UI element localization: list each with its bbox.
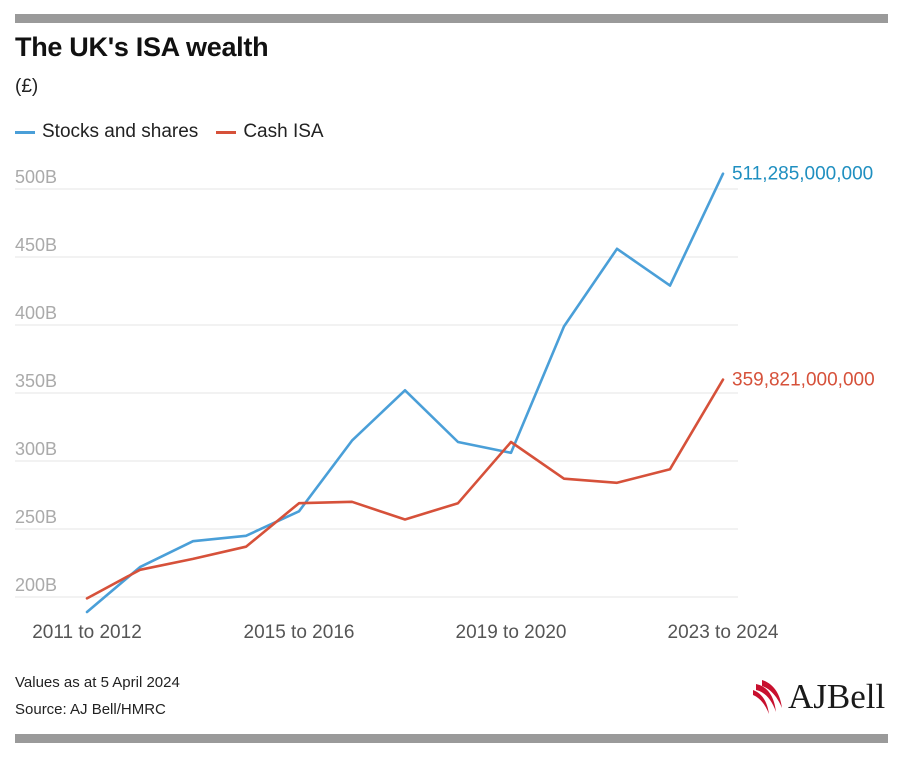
series-line-stocks bbox=[85, 172, 725, 614]
legend-label-stocks: Stocks and shares bbox=[42, 121, 199, 142]
aj-bell-logo: AJBell bbox=[752, 672, 892, 722]
y-tick-label: 200B bbox=[15, 575, 57, 595]
y-tick-label: 450B bbox=[15, 235, 57, 255]
aj-bell-swoosh-icon bbox=[753, 680, 782, 714]
legend-item-stocks: Stocks and shares bbox=[15, 121, 198, 143]
legend-swatch-cash bbox=[216, 130, 237, 134]
series-line-cash bbox=[85, 378, 725, 600]
x-tick-label: 2023 to 2024 bbox=[668, 622, 779, 643]
x-tick-label: 2015 to 2016 bbox=[244, 622, 355, 643]
logo-wordmark: AJBell bbox=[788, 677, 886, 716]
y-tick-label: 300B bbox=[15, 439, 57, 459]
legend-swatch-stocks bbox=[15, 130, 35, 134]
x-tick-label: 2011 to 2012 bbox=[32, 622, 142, 643]
legend-item-cash: Cash ISA bbox=[216, 121, 324, 143]
bottom-rule bbox=[15, 734, 888, 743]
y-tick-label: 350B bbox=[15, 371, 57, 391]
y-tick-label: 400B bbox=[15, 303, 57, 323]
top-rule bbox=[15, 14, 888, 23]
y-tick-label: 500B bbox=[15, 167, 57, 187]
source-note: Source: AJ Bell/HMRC bbox=[15, 701, 166, 718]
chart-title: The UK's ISA wealth bbox=[15, 32, 269, 62]
legend: Stocks and shares Cash ISA bbox=[15, 121, 342, 143]
end-label-stocks: 511,285,000,000 bbox=[732, 164, 873, 185]
x-tick-label: 2019 to 2020 bbox=[456, 622, 567, 643]
end-label-cash: 359,821,000,000 bbox=[732, 370, 875, 391]
legend-label-cash: Cash ISA bbox=[243, 121, 324, 142]
y-tick-label: 250B bbox=[15, 507, 57, 527]
values-note: Values as at 5 April 2024 bbox=[15, 674, 180, 691]
chart-subtitle: (£) bbox=[15, 76, 39, 97]
